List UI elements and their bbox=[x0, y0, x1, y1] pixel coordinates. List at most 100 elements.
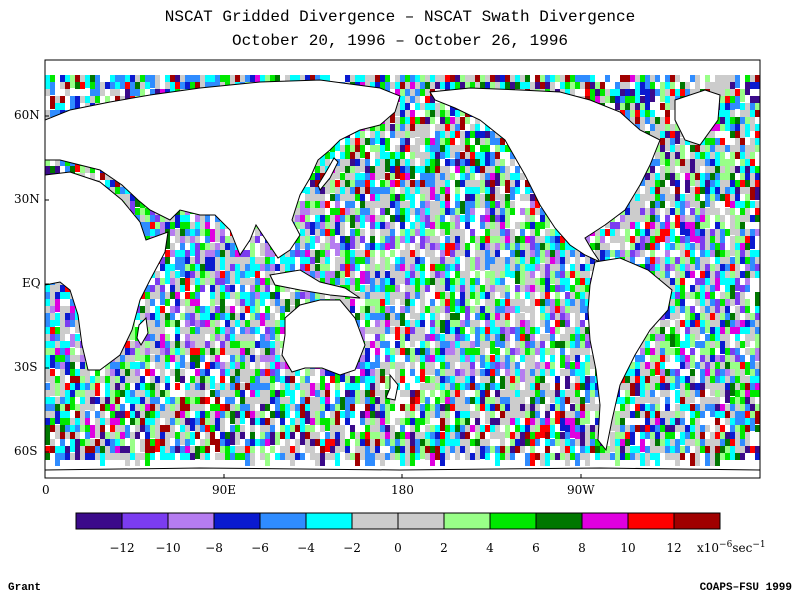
divergence-cell bbox=[345, 236, 350, 243]
divergence-cell bbox=[50, 327, 55, 334]
divergence-cell bbox=[675, 75, 680, 82]
divergence-cell bbox=[720, 103, 725, 110]
divergence-cell bbox=[625, 257, 630, 264]
divergence-cell bbox=[330, 222, 335, 229]
divergence-cell bbox=[705, 278, 710, 285]
divergence-cell bbox=[445, 166, 450, 179]
divergence-cell bbox=[685, 166, 690, 173]
divergence-cell bbox=[710, 208, 715, 215]
divergence-cell bbox=[55, 103, 60, 110]
divergence-cell bbox=[695, 327, 700, 340]
divergence-cell bbox=[650, 173, 655, 180]
divergence-cell bbox=[465, 369, 470, 376]
divergence-cell bbox=[380, 166, 385, 179]
divergence-cell bbox=[730, 180, 735, 193]
divergence-cell bbox=[115, 96, 120, 103]
divergence-cell bbox=[170, 320, 175, 327]
divergence-cell bbox=[415, 285, 420, 298]
divergence-cell bbox=[740, 285, 745, 298]
divergence-cell bbox=[335, 215, 340, 222]
divergence-cell bbox=[615, 82, 620, 95]
divergence-cell bbox=[490, 278, 495, 285]
divergence-cell bbox=[670, 334, 675, 347]
divergence-cell bbox=[115, 82, 120, 89]
divergence-cell bbox=[545, 257, 550, 264]
divergence-cell bbox=[680, 257, 685, 264]
divergence-cell bbox=[455, 278, 460, 285]
divergence-cell bbox=[325, 236, 330, 249]
divergence-cell bbox=[485, 292, 490, 299]
divergence-cell bbox=[550, 299, 555, 306]
divergence-cell bbox=[370, 306, 375, 313]
divergence-cell bbox=[240, 369, 245, 382]
divergence-cell bbox=[275, 75, 280, 82]
divergence-cell bbox=[715, 250, 720, 257]
divergence-cell bbox=[450, 236, 455, 243]
divergence-cell bbox=[45, 369, 50, 382]
divergence-cell bbox=[645, 173, 650, 180]
divergence-cell bbox=[615, 236, 620, 243]
divergence-cell bbox=[195, 257, 200, 264]
divergence-cell bbox=[740, 271, 745, 278]
divergence-cell bbox=[335, 257, 340, 264]
divergence-cell bbox=[130, 348, 135, 355]
divergence-cell bbox=[520, 313, 525, 320]
divergence-cell bbox=[380, 341, 385, 348]
divergence-cell bbox=[565, 306, 570, 313]
divergence-cell bbox=[395, 264, 400, 271]
divergence-cell bbox=[735, 362, 740, 369]
divergence-cell bbox=[130, 362, 135, 369]
divergence-cell bbox=[190, 292, 195, 305]
divergence-cell bbox=[675, 320, 680, 327]
divergence-cell bbox=[395, 201, 400, 208]
divergence-cell bbox=[500, 271, 505, 278]
divergence-cell bbox=[420, 341, 425, 348]
divergence-cell bbox=[400, 222, 405, 235]
divergence-cell bbox=[635, 362, 640, 375]
divergence-cell bbox=[55, 292, 60, 299]
divergence-cell bbox=[455, 299, 460, 306]
divergence-cell bbox=[720, 334, 725, 347]
divergence-cell bbox=[540, 285, 545, 292]
divergence-cell bbox=[585, 313, 590, 320]
divergence-cell bbox=[175, 82, 180, 89]
divergence-cell bbox=[525, 285, 530, 292]
divergence-cell bbox=[530, 355, 535, 362]
divergence-cell bbox=[330, 271, 335, 278]
divergence-cell bbox=[425, 75, 430, 88]
divergence-cell bbox=[515, 369, 520, 376]
divergence-cell bbox=[560, 257, 565, 270]
divergence-cell bbox=[255, 292, 260, 299]
divergence-cell bbox=[745, 271, 750, 278]
divergence-cell bbox=[155, 327, 160, 340]
divergence-cell bbox=[270, 327, 275, 340]
divergence-cell bbox=[145, 82, 150, 89]
divergence-cell bbox=[215, 215, 220, 222]
divergence-cell bbox=[535, 201, 540, 208]
divergence-cell bbox=[540, 236, 545, 243]
divergence-cell bbox=[350, 194, 355, 201]
divergence-cell bbox=[670, 75, 675, 82]
divergence-cell bbox=[690, 166, 695, 173]
divergence-cell bbox=[305, 299, 310, 306]
divergence-cell bbox=[490, 166, 495, 173]
divergence-cell bbox=[465, 299, 470, 306]
divergence-cell bbox=[675, 257, 680, 264]
divergence-cell bbox=[705, 208, 710, 215]
divergence-cell bbox=[540, 75, 545, 88]
divergence-cell bbox=[390, 229, 395, 242]
divergence-cell bbox=[230, 355, 235, 368]
divergence-cell bbox=[715, 82, 720, 89]
divergence-cell bbox=[750, 159, 755, 166]
divergence-cell bbox=[650, 264, 655, 271]
divergence-cell bbox=[145, 292, 150, 299]
divergence-cell bbox=[260, 292, 265, 305]
divergence-cell bbox=[675, 355, 680, 362]
divergence-cell bbox=[470, 187, 475, 194]
divergence-cell bbox=[540, 341, 545, 348]
divergence-cell bbox=[360, 250, 365, 263]
divergence-cell bbox=[545, 292, 550, 299]
divergence-cell bbox=[690, 152, 695, 159]
divergence-cell bbox=[365, 166, 370, 173]
